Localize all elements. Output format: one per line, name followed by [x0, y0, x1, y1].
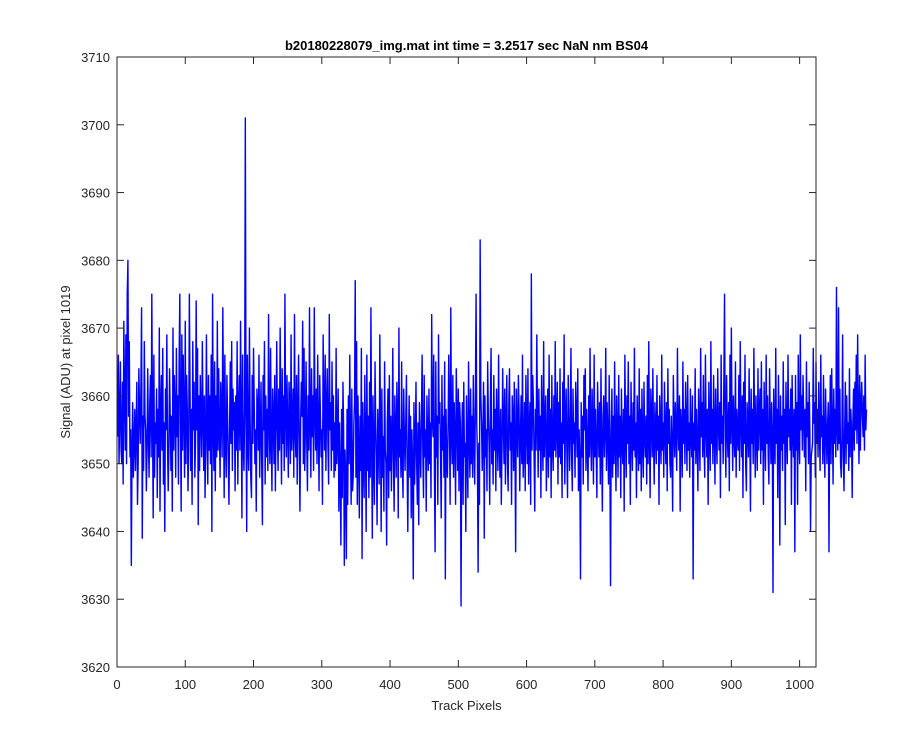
x-tick-label: 200 [243, 677, 265, 692]
y-tick-label: 3630 [81, 592, 110, 607]
y-tick-label: 3660 [81, 389, 110, 404]
x-tick-label: 500 [447, 677, 469, 692]
x-tick-label: 700 [584, 677, 606, 692]
x-tick-label: 0 [113, 677, 120, 692]
plot-frame [116, 56, 817, 668]
y-axis-label: Signal (ADU) at pixel 1019 [58, 285, 73, 438]
x-tick-label: 800 [652, 677, 674, 692]
x-tick-label: 600 [516, 677, 538, 692]
y-axis-ticks: 3620 3630 3640 3650 3660 3670 3680 3690 3700 3710 [81, 50, 816, 675]
x-tick-label: 1000 [785, 677, 814, 692]
y-tick-label: 3620 [81, 660, 110, 675]
x-axis-ticks: 0 100 200 300 400 500 600 700 800 900 1000 [113, 57, 814, 692]
x-axis-label: Track Pixels [431, 698, 502, 713]
y-tick-label: 3670 [81, 321, 110, 336]
chart-title: b20180228079_img.mat int time = 3.2517 s… [285, 38, 649, 53]
y-tick-label: 3690 [81, 186, 110, 201]
y-tick-label: 3650 [81, 457, 110, 472]
x-tick-label: 100 [174, 677, 196, 692]
y-tick-label: 3710 [81, 50, 110, 65]
series-layer [116, 117, 868, 607]
plot-area [117, 57, 816, 667]
x-tick-label: 400 [379, 677, 401, 692]
x-tick-label: 300 [311, 677, 333, 692]
y-tick-label: 3640 [81, 524, 110, 539]
y-tick-label: 3700 [81, 118, 110, 133]
series-line-1 [116, 117, 868, 607]
y-tick-label: 3680 [81, 253, 110, 268]
x-tick-label: 900 [721, 677, 743, 692]
